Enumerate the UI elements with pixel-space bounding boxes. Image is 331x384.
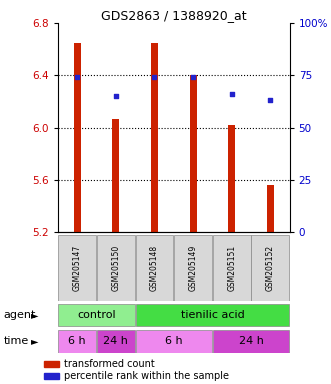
- FancyBboxPatch shape: [174, 235, 212, 301]
- Point: [268, 98, 273, 104]
- Text: 6 h: 6 h: [69, 336, 86, 346]
- Text: percentile rank within the sample: percentile rank within the sample: [64, 371, 229, 381]
- Bar: [44, 372, 59, 379]
- Text: 24 h: 24 h: [103, 336, 128, 346]
- Bar: [190, 75, 197, 232]
- Text: ►: ►: [31, 310, 38, 320]
- Bar: [228, 125, 235, 232]
- FancyBboxPatch shape: [213, 235, 251, 301]
- Point: [190, 74, 196, 81]
- Point: [229, 91, 234, 97]
- Text: 24 h: 24 h: [239, 336, 263, 346]
- Text: GSM205152: GSM205152: [266, 245, 275, 291]
- Text: GSM205148: GSM205148: [150, 245, 159, 291]
- FancyBboxPatch shape: [251, 235, 289, 301]
- FancyBboxPatch shape: [135, 235, 173, 301]
- Bar: [112, 119, 119, 232]
- Point: [74, 74, 80, 81]
- FancyBboxPatch shape: [97, 330, 135, 353]
- Text: GSM205149: GSM205149: [189, 245, 198, 291]
- Text: agent: agent: [3, 310, 36, 320]
- Text: transformed count: transformed count: [64, 359, 155, 369]
- FancyBboxPatch shape: [213, 330, 289, 353]
- Bar: [44, 361, 59, 367]
- Point: [152, 74, 157, 81]
- Point: [113, 93, 118, 99]
- FancyBboxPatch shape: [135, 304, 289, 326]
- Text: time: time: [3, 336, 28, 346]
- FancyBboxPatch shape: [58, 330, 96, 353]
- Text: ►: ►: [31, 336, 38, 346]
- FancyBboxPatch shape: [58, 235, 96, 301]
- Text: control: control: [77, 310, 116, 320]
- Text: GSM205147: GSM205147: [73, 245, 82, 291]
- FancyBboxPatch shape: [97, 235, 135, 301]
- Text: GSM205150: GSM205150: [111, 245, 120, 291]
- Bar: [151, 43, 158, 232]
- FancyBboxPatch shape: [135, 330, 212, 353]
- Text: GSM205151: GSM205151: [227, 245, 236, 291]
- Text: tienilic acid: tienilic acid: [180, 310, 244, 320]
- FancyBboxPatch shape: [58, 304, 135, 326]
- Bar: [74, 43, 81, 232]
- Text: 6 h: 6 h: [165, 336, 183, 346]
- Bar: [267, 185, 274, 232]
- Title: GDS2863 / 1388920_at: GDS2863 / 1388920_at: [101, 9, 247, 22]
